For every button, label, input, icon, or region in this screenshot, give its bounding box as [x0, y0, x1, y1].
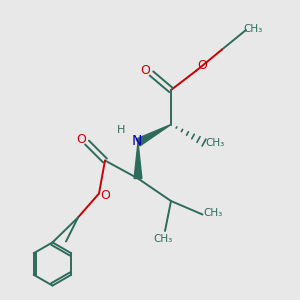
- Text: O: O: [140, 64, 150, 77]
- Text: N: N: [131, 134, 142, 148]
- Text: O: O: [76, 133, 86, 146]
- Text: CH₃: CH₃: [244, 23, 263, 34]
- Polygon shape: [136, 124, 171, 146]
- Polygon shape: [134, 142, 142, 178]
- Text: O: O: [197, 58, 207, 72]
- Text: H: H: [117, 125, 126, 135]
- Text: CH₃: CH₃: [154, 233, 173, 244]
- Text: O: O: [100, 189, 110, 203]
- Text: CH₃: CH₃: [206, 137, 225, 148]
- Text: CH₃: CH₃: [203, 208, 223, 218]
